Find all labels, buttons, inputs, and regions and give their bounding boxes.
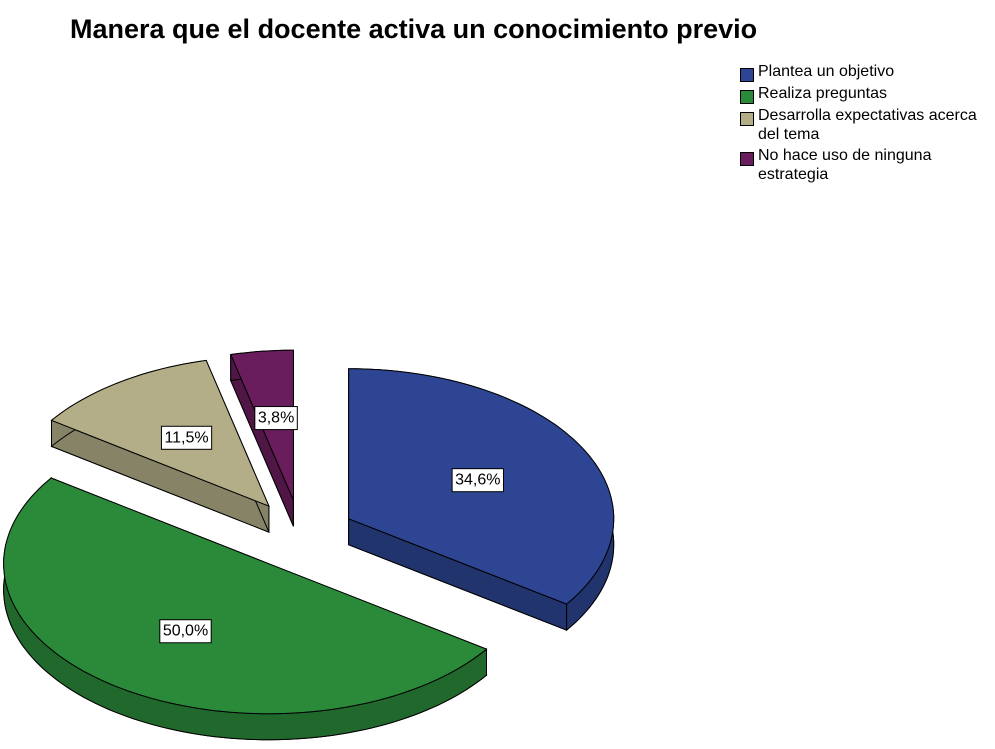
data-label: 11,5% bbox=[164, 429, 208, 446]
data-label: 34,6% bbox=[455, 472, 500, 489]
data-label-box bbox=[254, 406, 298, 431]
legend-item: Desarrolla expectativas acerca del tema bbox=[740, 106, 990, 144]
legend-label: Realiza preguntas bbox=[758, 85, 887, 102]
legend-label: Plantea un objetivo bbox=[758, 63, 895, 80]
legend: Plantea un objetivo Realiza preguntas Desa… bbox=[740, 62, 990, 186]
slice bbox=[50, 359, 270, 534]
chart-title: Manera que el docente activa un conocimi… bbox=[70, 14, 757, 44]
slice bbox=[3, 476, 488, 741]
data-label-box bbox=[159, 619, 212, 644]
data-label-box bbox=[451, 468, 504, 493]
slice-top bbox=[50, 359, 270, 508]
slice-top bbox=[3, 477, 488, 715]
legend-swatch bbox=[740, 112, 754, 126]
legend-item: Plantea un objetivo bbox=[740, 62, 990, 82]
legend-label: No hace uso de ninguna estrategia bbox=[758, 147, 932, 183]
legend-item: Realiza preguntas bbox=[740, 84, 990, 104]
legend-item: No hace uso de ninguna estrategia bbox=[740, 146, 990, 184]
legend-swatch bbox=[740, 90, 754, 104]
legend-swatch bbox=[740, 68, 754, 82]
data-label: 3,8% bbox=[258, 410, 294, 427]
legend-swatch bbox=[740, 152, 754, 166]
data-label: 50,0% bbox=[163, 623, 208, 640]
slice bbox=[348, 368, 615, 632]
data-label-box bbox=[160, 425, 213, 450]
legend-label: Desarrolla expectativas acerca del tema bbox=[758, 107, 977, 143]
